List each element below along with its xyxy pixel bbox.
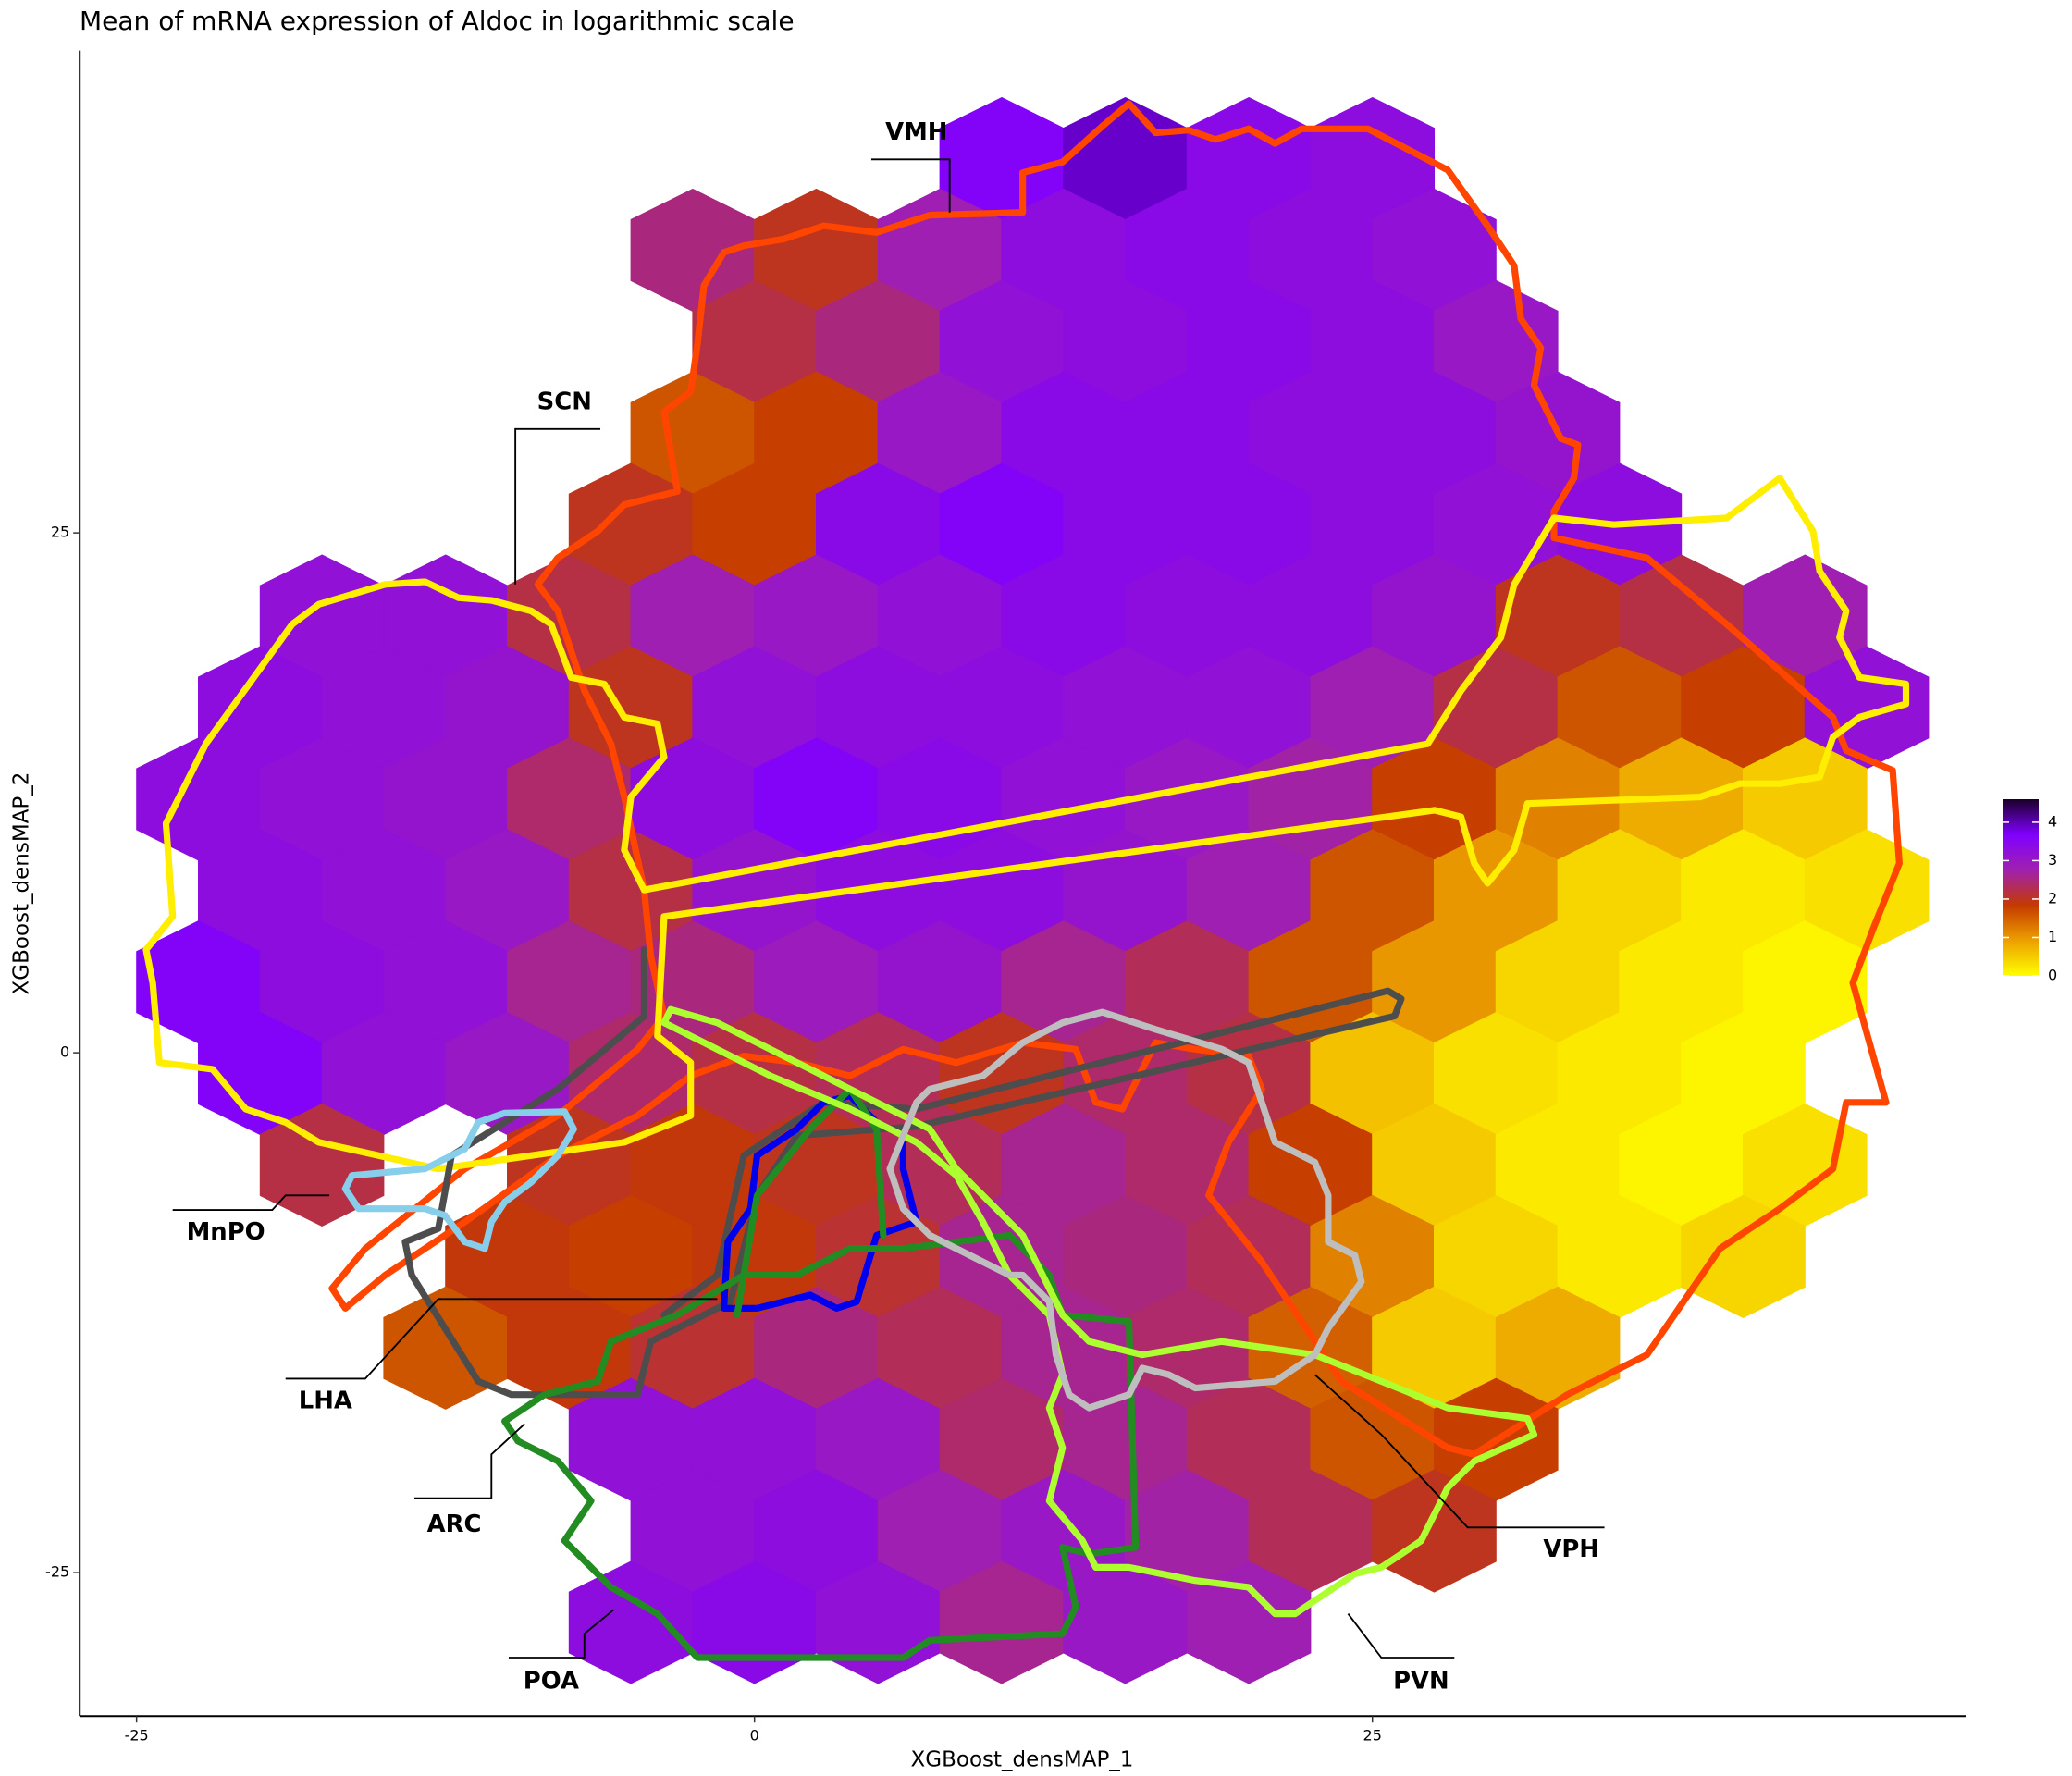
colorbar-tick-label: 0 <box>2048 967 2057 984</box>
chart-title: Mean of mRNA expression of Aldoc in loga… <box>80 6 795 36</box>
colorbar <box>2003 799 2039 976</box>
region-label: LHA <box>299 1387 352 1414</box>
outline-lightgreen <box>660 1005 1538 1618</box>
leader-line <box>285 1298 718 1380</box>
outline-orange <box>328 100 1903 1458</box>
y-axis-label: XGBoost_densMAP_2 <box>10 772 34 995</box>
outline-yellow <box>142 475 1910 1173</box>
hexbin <box>1372 1469 1497 1593</box>
outline-lightblue <box>341 1108 577 1252</box>
region-outlines: VMH SCN MnPO LHA ARC POA VPH PVN <box>142 100 1910 1695</box>
colorbar-tick-label: 4 <box>2048 812 2057 830</box>
leader-line <box>414 1423 525 1499</box>
leader-line <box>514 427 601 585</box>
x-tick-label: 0 <box>750 1727 759 1745</box>
region-label: ARC <box>427 1511 482 1538</box>
y-tick-label: -25 <box>45 1563 69 1581</box>
colorbar-tick-label: 1 <box>2048 928 2057 945</box>
leader-line <box>508 1609 614 1659</box>
x-axis-label: XGBoost_densMAP_1 <box>911 1748 1134 1772</box>
region-label: POA <box>524 1667 579 1695</box>
leader-line <box>1314 1374 1605 1529</box>
outline-lightgray <box>886 1008 1365 1412</box>
hexbin <box>1681 1194 1806 1318</box>
region-label: VMH <box>885 118 947 146</box>
region-label: VPH <box>1543 1536 1599 1563</box>
colorbar-tick-label: 2 <box>2048 889 2057 906</box>
x-tick-label: -25 <box>125 1727 149 1745</box>
leader-line <box>1347 1613 1455 1659</box>
x-tick-label: 25 <box>1363 1727 1382 1745</box>
leader-line <box>870 158 951 213</box>
region-label: MnPO <box>187 1218 265 1246</box>
hex-layer <box>136 96 1930 1684</box>
hexbin <box>1186 1560 1312 1684</box>
region-label: SCN <box>537 388 592 416</box>
y-tick-label: 25 <box>51 524 69 541</box>
leader-line <box>172 1194 330 1212</box>
y-tick-label: 0 <box>60 1043 69 1061</box>
region-label: PVN <box>1393 1667 1449 1695</box>
colorbar-tick-label: 3 <box>2048 851 2057 869</box>
outline-green <box>501 1085 1140 1661</box>
